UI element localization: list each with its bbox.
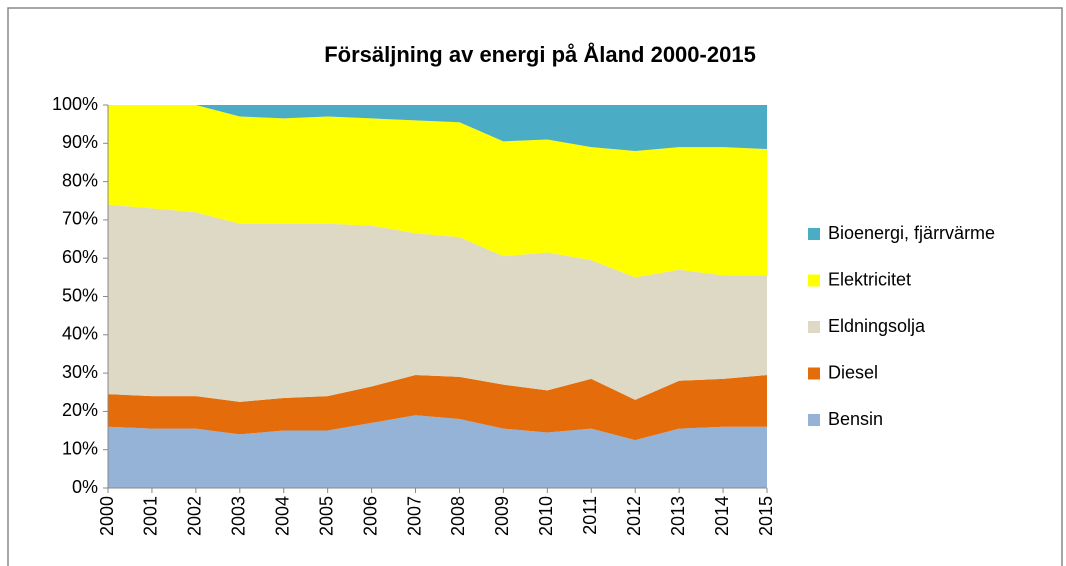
x-tick-label: 2004 — [272, 496, 292, 536]
y-tick-label: 60% — [62, 247, 98, 267]
x-tick-label: 2011 — [580, 496, 600, 535]
legend-label: Eldningsolja — [828, 316, 926, 336]
chart-frame — [7, 7, 1063, 566]
legend-label: Diesel — [828, 362, 878, 382]
legend-label: Elektricitet — [828, 269, 911, 289]
x-tick-label: 2006 — [360, 496, 380, 536]
y-tick-label: 80% — [62, 170, 98, 190]
legend-label: Bensin — [828, 409, 883, 429]
y-tick-label: 100% — [52, 94, 98, 114]
legend-label: Bioenergi, fjärrvärme — [828, 223, 995, 243]
legend-swatch — [808, 274, 820, 287]
y-tick-label: 50% — [62, 285, 98, 305]
area — [108, 204, 767, 402]
x-tick-label: 2002 — [185, 496, 205, 536]
legend-swatch — [808, 367, 820, 380]
chart-title: Försäljning av energi på Åland 2000-2015 — [324, 41, 756, 67]
x-tick-label: 2010 — [536, 496, 556, 536]
x-tick-label: 2013 — [668, 496, 688, 536]
x-tick-label: 2005 — [316, 496, 336, 536]
x-tick-label: 2007 — [404, 496, 424, 536]
x-tick-label: 2001 — [141, 496, 161, 536]
area — [108, 375, 767, 441]
x-tick-label: 2009 — [492, 496, 512, 536]
x-tick-label: 2008 — [448, 496, 468, 536]
area — [108, 415, 767, 488]
y-tick-label: 40% — [62, 324, 98, 344]
legend-swatch — [808, 228, 820, 240]
y-tick-label: 90% — [62, 132, 98, 152]
y-tick-label: 0% — [72, 477, 98, 497]
y-tick-label: 30% — [62, 362, 98, 382]
x-tick-label: 2014 — [712, 496, 732, 536]
y-tick-label: 20% — [62, 400, 98, 420]
legend-swatch — [808, 414, 820, 426]
y-tick-label: 70% — [62, 209, 98, 229]
area — [108, 105, 767, 278]
area — [108, 105, 767, 151]
y-tick-label: 10% — [62, 438, 98, 458]
legend-swatch — [808, 321, 820, 333]
x-tick-label: 2000 — [97, 496, 117, 536]
x-tick-label: 2015 — [756, 496, 776, 536]
x-tick-label: 2012 — [624, 496, 644, 536]
x-tick-label: 2003 — [229, 496, 249, 536]
